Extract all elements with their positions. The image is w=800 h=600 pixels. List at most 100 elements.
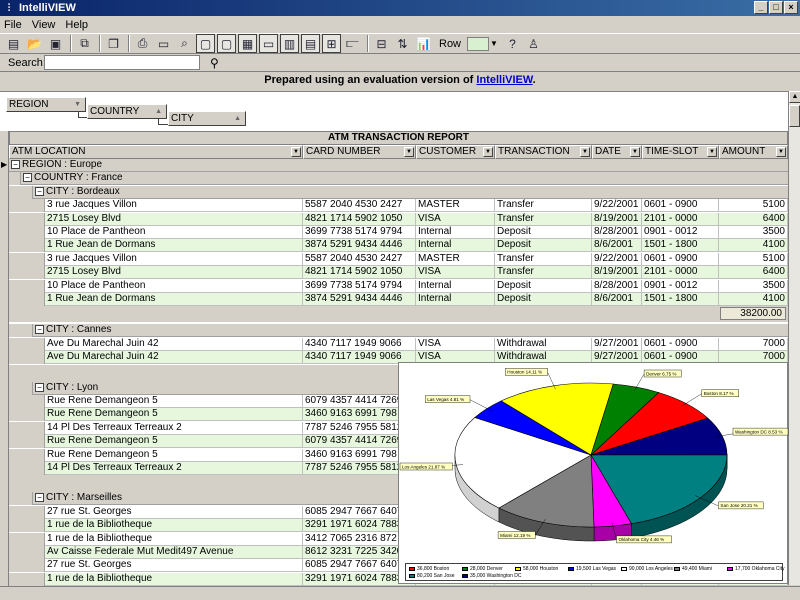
filter-dropdown-icon[interactable]: ▼ (630, 147, 640, 157)
layout-4-icon[interactable]: ▭ (259, 34, 278, 53)
pie-slice-san-jose[interactable] (590, 454, 728, 525)
table-cell: Rue Rene Demangeon 5 (45, 395, 303, 408)
table-cell: 14 Pl Des Terreaux Terreaux 2 (45, 421, 303, 435)
group-header-country[interactable]: − COUNTRY : France (9, 172, 788, 186)
group-indent (9, 381, 33, 395)
filter-dropdown-icon[interactable]: ▼ (291, 147, 301, 157)
tree-icon[interactable]: ⊟ (376, 36, 387, 51)
col-header-label: TIME-SLOT (645, 146, 699, 157)
pie-slice-label: Washington DC 8.53 % (735, 429, 783, 434)
col-header-time-slot[interactable]: TIME-SLOT ▼ (642, 145, 719, 159)
table-row[interactable]: 1 Rue Jean de Dormans 3874 5291 9434 4446… (9, 293, 788, 306)
group-chip-region[interactable]: REGION ▼ (6, 97, 86, 112)
filter-dropdown-icon[interactable]: ▼ (707, 147, 717, 157)
pie-label-leader (469, 399, 493, 412)
group-chip-city[interactable]: CITY ▲ (168, 111, 246, 126)
group-indent (9, 408, 45, 422)
layout-3-icon[interactable]: ▦ (238, 34, 257, 53)
table-cell: 8/6/2001 (592, 239, 642, 253)
pie-chart-panel[interactable]: Boston 8.17 % Washington DC 8.53 % San Jos… (398, 362, 789, 584)
about-icon[interactable]: ♙ (528, 36, 539, 51)
table-row[interactable]: 10 Place de Pantheon 3699 7738 5174 9794 I… (9, 226, 788, 239)
sort-icon[interactable]: ⇅ (397, 36, 408, 51)
maximize-button[interactable]: □ (769, 1, 783, 14)
group-header-label: CITY : Cannes (46, 324, 112, 336)
table-cell: 14 Pl Des Terreaux Terreaux 2 (45, 462, 303, 475)
row-color-select[interactable] (467, 36, 490, 51)
pie-slice-denver[interactable] (590, 383, 660, 456)
close-button[interactable]: × (784, 1, 798, 14)
current-row-pointer-icon: ▶ (1, 160, 8, 169)
layout-7-icon[interactable]: ⊞ (322, 34, 341, 53)
chevron-down-icon[interactable]: ▼ (490, 39, 498, 48)
properties-icon[interactable]: ▤ (7, 36, 20, 51)
group-icon[interactable]: ⫍ (346, 36, 359, 50)
table-cell: 0901 - 0012 (642, 279, 719, 293)
group-chip-label: CITY (171, 113, 194, 124)
table-cell: VISA (416, 337, 495, 351)
save-icon[interactable]: ▣ (49, 36, 62, 51)
col-header-atm-location[interactable]: ATM LOCATION ▼ (9, 145, 303, 159)
table-row[interactable]: 3 rue Jacques Villon 5587 2040 4530 2427 M… (9, 199, 788, 213)
toolbar-separator (70, 35, 72, 52)
minimize-button[interactable]: _ (754, 1, 768, 14)
collapse-icon[interactable]: − (11, 160, 20, 169)
layout-2-icon[interactable]: ▢ (217, 34, 236, 53)
help-icon[interactable]: ? (509, 36, 516, 51)
scroll-thumb[interactable] (789, 105, 800, 127)
table-cell: Internal (416, 293, 495, 306)
collapse-icon[interactable]: − (35, 186, 44, 196)
table-row[interactable]: 3 rue Jacques Villon 5587 2040 4530 2427 M… (9, 252, 788, 266)
collapse-icon[interactable]: − (23, 173, 32, 183)
print-icon[interactable]: ⎙ (137, 36, 148, 50)
pie-slice-miami[interactable] (498, 454, 595, 528)
report-title: ATM TRANSACTION REPORT (9, 131, 788, 145)
binoculars-icon[interactable]: ⚲ (210, 55, 219, 70)
chart-icon[interactable]: 📊 (416, 36, 431, 51)
col-header-customer[interactable]: CUSTOMER ▼ (416, 145, 495, 159)
layout-6-icon[interactable]: ▤ (301, 34, 320, 53)
collapse-icon[interactable]: − (35, 382, 44, 392)
zoom-icon[interactable]: ⌕ (181, 36, 188, 50)
collapse-icon[interactable]: − (35, 325, 44, 335)
group-header-city[interactable]: − CITY : Bordeaux (9, 185, 788, 199)
col-header-date[interactable]: DATE ▼ (592, 145, 642, 159)
table-row[interactable]: 2715 Losey Blvd 4821 1714 5902 1050 VISA Tr… (9, 266, 788, 280)
legend-swatch (409, 574, 415, 578)
group-indent (9, 351, 45, 365)
group-header-city[interactable]: − CITY : Cannes (9, 324, 788, 338)
group-indent (9, 226, 45, 239)
search-input[interactable] (44, 55, 200, 70)
pie-slice-houston[interactable] (500, 382, 614, 456)
filter-dropdown-icon[interactable]: ▼ (776, 147, 786, 157)
print-preview-icon[interactable]: ▭ (157, 36, 170, 51)
filter-dropdown-icon[interactable]: ▼ (404, 147, 414, 157)
table-row[interactable]: 1 Rue Jean de Dormans 3874 5291 9434 4446… (9, 239, 788, 253)
layout-5-icon[interactable]: ▥ (280, 34, 299, 53)
copy-icon[interactable]: ❐ (108, 36, 119, 51)
open-folder-icon[interactable]: 📂 (27, 36, 42, 51)
table-row[interactable]: 2715 Losey Blvd 4821 1714 5902 1050 VISA Tr… (9, 212, 788, 226)
table-row[interactable]: Ave Du Marechal Juin 42 4340 7117 1949 90… (9, 337, 788, 351)
filter-dropdown-icon[interactable]: ▼ (580, 147, 590, 157)
vertical-scrollbar[interactable]: ▲ (788, 91, 800, 585)
collapse-icon[interactable]: − (35, 493, 44, 503)
col-header-transaction[interactable]: TRANSACTION ▼ (495, 145, 592, 159)
scroll-up-icon[interactable]: ▲ (789, 91, 800, 103)
layout-1-icon[interactable]: ▢ (196, 34, 215, 53)
col-header-amount[interactable]: AMOUNT ▼ (719, 145, 788, 159)
intelliview-link[interactable]: IntelliVIEW (476, 74, 533, 86)
group-header-region[interactable]: − REGION : Europe (9, 159, 788, 172)
group-chip-country[interactable]: COUNTRY ▲ (87, 104, 167, 119)
horizontal-scrollbar[interactable] (0, 586, 800, 600)
col-header-card-number[interactable]: CARD NUMBER ▼ (303, 145, 416, 159)
group-indent (9, 546, 45, 559)
table-row[interactable]: 10 Place de Pantheon 3699 7738 5174 9794 I… (9, 279, 788, 293)
group-header-content: − COUNTRY : France (21, 172, 123, 184)
filter-dropdown-icon[interactable]: ▼ (483, 147, 493, 157)
export-icon[interactable]: ⧉ (80, 36, 89, 50)
menu-view[interactable]: View (31, 18, 56, 31)
menu-file[interactable]: File (4, 18, 22, 31)
menu-help[interactable]: Help (65, 18, 89, 31)
legend-item: 17,700 Oklahoma City (727, 566, 784, 572)
